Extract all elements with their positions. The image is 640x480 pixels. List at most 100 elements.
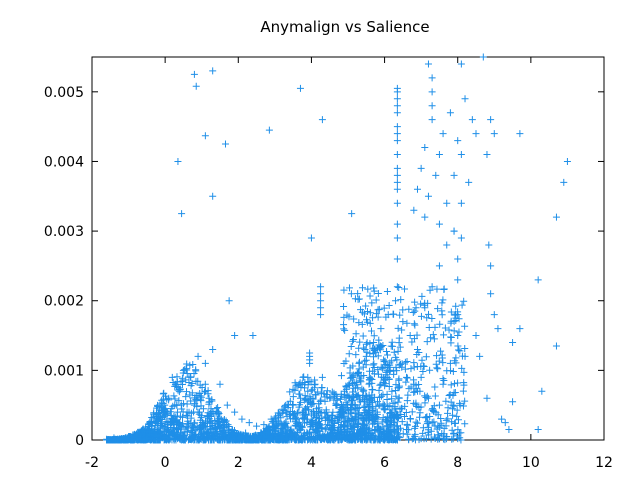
data-point [440, 432, 448, 440]
data-point [396, 382, 404, 390]
data-point [304, 406, 312, 414]
data-point [393, 109, 401, 117]
data-point [399, 430, 407, 438]
data-point [427, 427, 435, 435]
data-point [183, 369, 191, 377]
data-point [440, 377, 448, 385]
data-point [361, 357, 369, 365]
data-point [336, 395, 344, 403]
data-point [153, 432, 161, 440]
data-point [401, 365, 409, 373]
data-point [396, 434, 404, 442]
data-point [398, 418, 406, 426]
data-point [374, 313, 382, 321]
data-point [406, 414, 414, 422]
data-point [393, 171, 401, 179]
data-point [381, 357, 389, 365]
data-point [178, 405, 186, 413]
data-point [321, 425, 329, 433]
data-point [403, 426, 410, 434]
data-point [437, 421, 445, 429]
data-point [454, 332, 462, 340]
data-point [186, 435, 194, 443]
data-point [461, 397, 469, 405]
data-point [231, 332, 239, 340]
data-point [421, 213, 429, 221]
data-point [291, 386, 299, 394]
data-point [355, 365, 363, 373]
data-point [317, 290, 325, 298]
data-point [299, 411, 307, 419]
data-point [322, 408, 330, 416]
data-point [393, 367, 401, 375]
data-point [142, 423, 150, 431]
data-point [316, 434, 324, 442]
data-point [372, 310, 380, 318]
data-point [373, 398, 381, 406]
data-point [374, 306, 382, 314]
data-point [422, 394, 430, 402]
data-point [450, 389, 458, 397]
data-point [301, 384, 309, 392]
data-point [300, 373, 308, 381]
data-point [374, 352, 382, 360]
data-point [435, 220, 443, 228]
data-point [305, 397, 313, 405]
data-point [168, 373, 176, 381]
data-point [401, 285, 409, 293]
data-point [359, 344, 367, 352]
data-point [191, 394, 199, 402]
data-point [366, 292, 374, 300]
data-point [347, 422, 355, 430]
data-point [289, 393, 297, 401]
data-point [347, 343, 355, 351]
data-point [308, 386, 316, 394]
data-point [284, 423, 292, 431]
data-point [360, 386, 368, 394]
data-point [292, 431, 300, 439]
data-point [398, 326, 406, 334]
data-point [380, 364, 388, 372]
data-point [443, 241, 451, 249]
data-point [375, 401, 383, 409]
data-point [345, 350, 353, 358]
data-point [183, 360, 191, 368]
data-point [340, 303, 348, 311]
data-point [366, 349, 374, 357]
data-point [337, 372, 345, 380]
data-point [387, 342, 395, 350]
data-point [225, 423, 233, 431]
data-point [431, 422, 439, 430]
data-point [208, 419, 216, 427]
data-point [376, 394, 384, 402]
data-point [358, 320, 366, 328]
data-point [403, 420, 411, 428]
data-point [209, 345, 217, 353]
data-point [366, 340, 374, 348]
data-point [354, 384, 362, 392]
data-point [342, 357, 350, 365]
data-point [426, 366, 434, 374]
data-point [341, 326, 349, 334]
data-point [365, 409, 373, 417]
data-point [435, 401, 443, 409]
data-point [392, 408, 400, 416]
data-point [281, 435, 289, 443]
data-point [372, 402, 380, 410]
data-point [461, 95, 469, 103]
y-tick-label: 0.003 [44, 224, 84, 240]
data-point [321, 409, 329, 417]
data-point [374, 290, 382, 298]
data-point [365, 398, 373, 406]
data-point [383, 348, 391, 356]
data-point [399, 318, 407, 326]
data-point [169, 428, 177, 436]
data-point [345, 284, 353, 292]
data-point [179, 377, 187, 385]
data-point [371, 345, 379, 353]
data-point [428, 74, 436, 82]
data-point [388, 338, 396, 346]
data-point [188, 389, 196, 397]
data-point [461, 345, 469, 353]
data-point [439, 375, 447, 383]
